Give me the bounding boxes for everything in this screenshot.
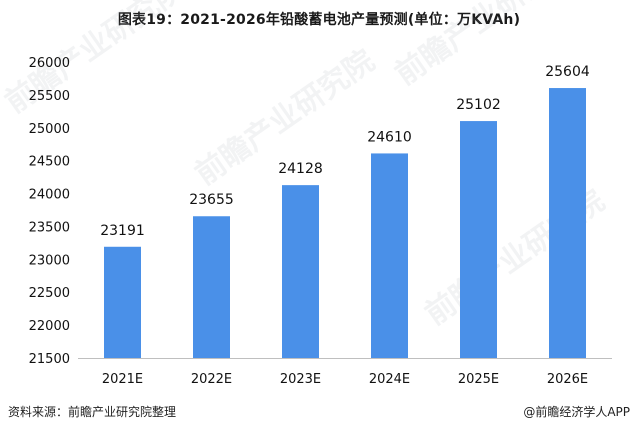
y-tick-label: 24000 <box>29 188 70 203</box>
bar <box>460 121 497 358</box>
y-tick-label: 22000 <box>29 319 70 334</box>
x-tick-label: 2025E <box>458 372 499 387</box>
brand-text: @前瞻经济学人APP <box>523 405 630 419</box>
y-tick-label: 25000 <box>29 122 70 137</box>
data-label: 23191 <box>100 223 145 239</box>
x-tick-label: 2022E <box>191 372 232 387</box>
y-axis: 21500 22000 22500 23000 23500 24000 24500 25000… <box>29 56 70 367</box>
y-tick-label: 22500 <box>29 286 70 301</box>
y-tick-label: 21500 <box>29 352 70 367</box>
source-note: 资料来源：前瞻产业研究院整理 <box>8 405 177 419</box>
y-tick-label: 23500 <box>29 220 70 235</box>
data-label: 24610 <box>367 129 412 145</box>
data-label: 25102 <box>456 97 501 113</box>
x-axis: 2021E 2022E 2023E 2024E 2025E 2026E <box>102 372 588 387</box>
bar <box>371 153 408 358</box>
y-tick-label: 24500 <box>29 155 70 170</box>
bars <box>104 88 586 358</box>
chart-title: 图表19：2021-2026年铅酸蓄电池产量预测(单位：万KVAh) <box>117 12 521 28</box>
x-tick-label: 2023E <box>280 372 321 387</box>
y-tick-label: 23000 <box>29 253 70 268</box>
bar <box>193 216 230 358</box>
data-label: 23655 <box>189 192 234 208</box>
bar <box>104 246 141 358</box>
brand-note: @前瞻经济学人APP <box>523 403 630 420</box>
y-tick-label: 25500 <box>29 89 70 104</box>
data-label: 25604 <box>545 64 590 80</box>
x-tick-label: 2026E <box>547 372 588 387</box>
y-tick-label: 26000 <box>29 56 70 71</box>
bar <box>282 185 319 358</box>
x-tick-label: 2021E <box>102 372 143 387</box>
bar <box>549 88 586 358</box>
data-labels: 23191 23655 24128 24610 25102 25604 <box>100 64 590 239</box>
x-tick-label: 2024E <box>369 372 410 387</box>
data-label: 24128 <box>278 161 323 177</box>
